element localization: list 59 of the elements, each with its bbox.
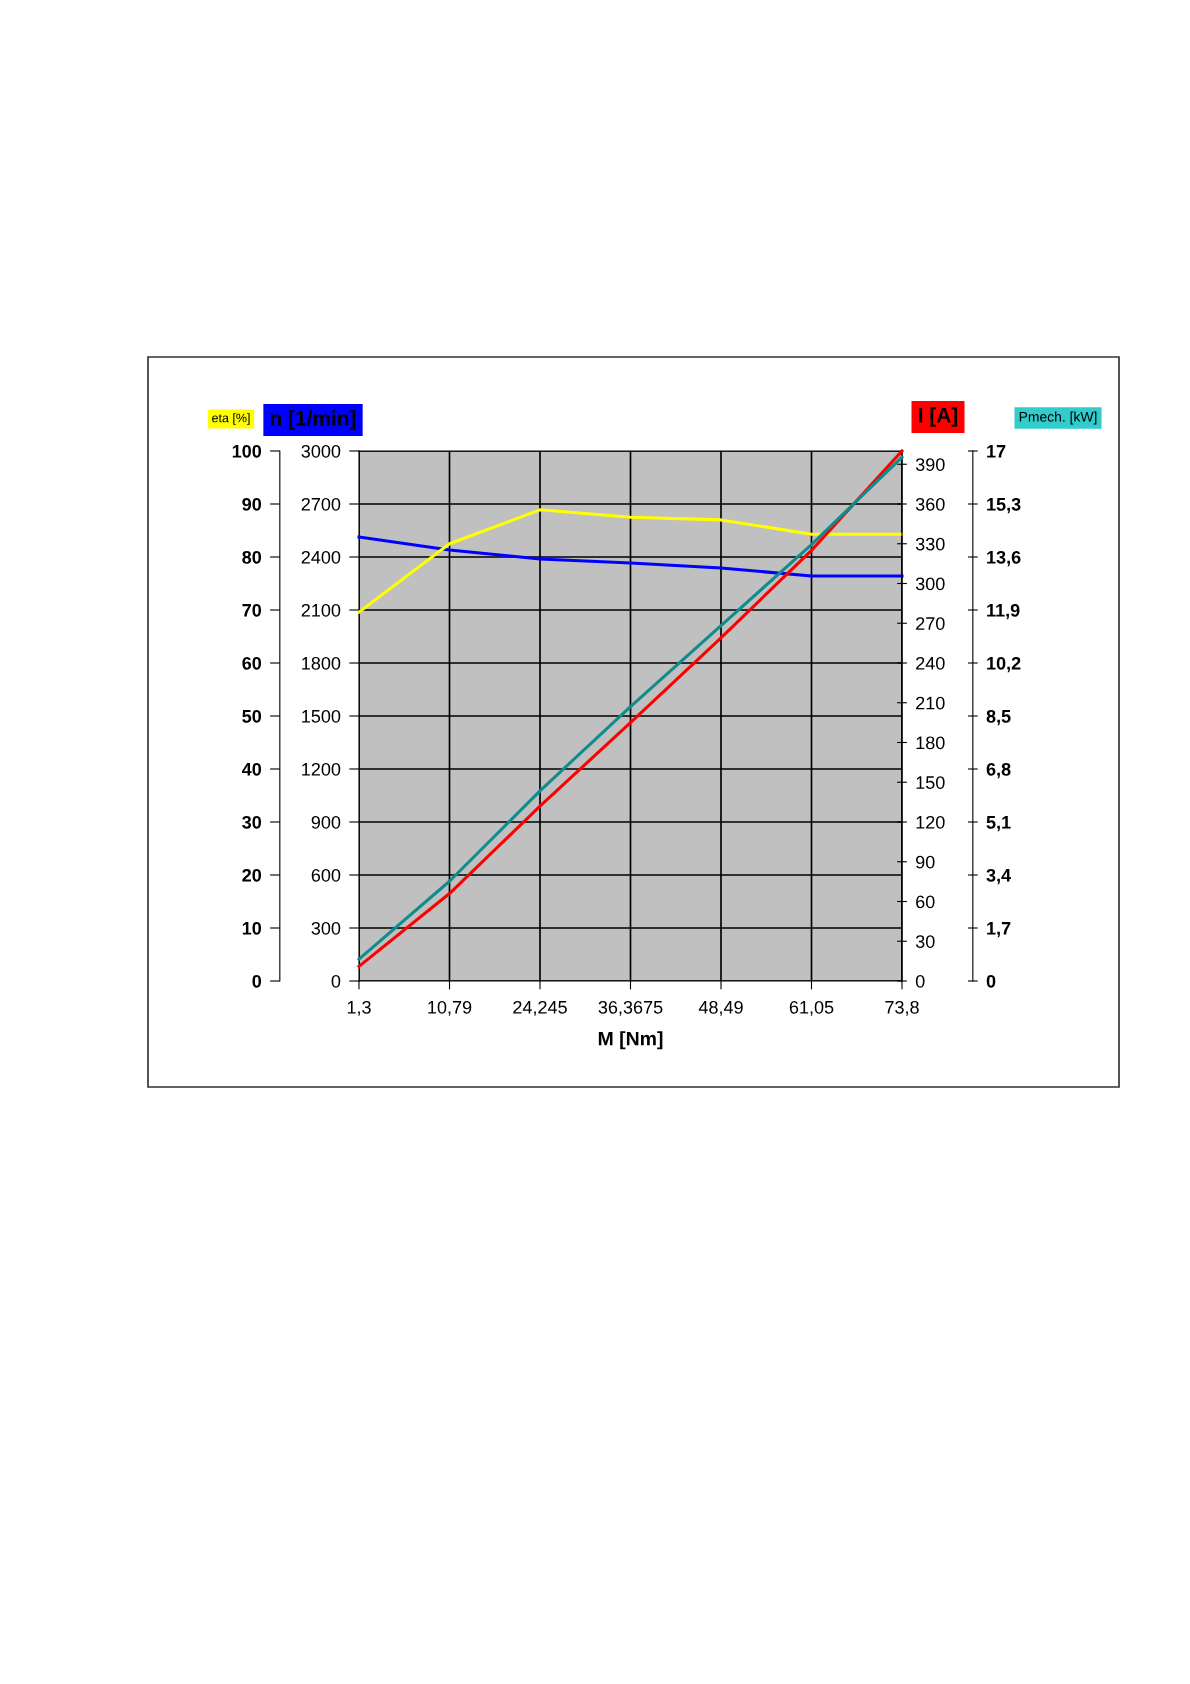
x-axis-title: M [Nm] [598,1031,663,1050]
x-tick-label: 36,3675 [598,1000,663,1016]
y-tick-label: 90 [242,497,262,511]
y-tick-label: 20 [242,868,262,882]
y-tick-label: 40 [241,762,262,776]
y-axis-title: I [A] [919,407,958,427]
y-tick-label: 180 [916,736,945,750]
x-tick-label: 61,05 [789,1000,834,1016]
y-tick-label: 60 [916,895,935,909]
y-tick-label: 80 [242,550,262,564]
y2-tick-label: 8,5 [986,709,1011,726]
y-tick-label: 240 [916,656,945,670]
x-tick-label: 24,245 [513,1000,567,1016]
y-tick-label: 90 [916,855,935,869]
y-tick-label: 0 [915,974,925,988]
x-tick-label: 73,8 [885,1000,919,1016]
y2-tick-label: 1200 [302,762,341,776]
y2-tick-label: 0 [986,974,996,988]
y2-tick-label: 1800 [302,656,341,670]
x-tick-label: 48,49 [698,1000,743,1016]
y2-tick-label: 2700 [301,497,341,511]
y2-tick-label: 3,4 [986,868,1012,885]
y-tick-label: 300 [915,577,945,591]
y2-tick-label: 13,6 [987,550,1021,567]
y-tick-label: 120 [916,815,945,829]
y2-tick-label: 2100 [301,603,341,617]
x-tick-label: 1,3 [347,1000,371,1016]
y-tick-label: 30 [242,815,262,829]
y2-tick-label: 900 [311,815,341,829]
y-tick-label: 360 [915,497,945,511]
y2-tick-label: 3000 [301,444,341,458]
y2-tick-label: 0 [331,974,341,988]
y-tick-label: 100 [232,444,262,458]
y2-tick-label: 300 [311,921,341,935]
y-tick-label: 70 [242,603,262,617]
y2-tick-label: 15,3 [987,497,1021,514]
y-tick-label: 150 [916,776,945,789]
y2-axis-title: n [1/min] [270,410,356,430]
y-tick-label: 270 [916,617,945,630]
y-tick-label: 210 [916,696,945,710]
y-tick-label: 50 [242,709,262,723]
y2-tick-label: 6,8 [986,762,1011,779]
y2-tick-label: 2400 [301,550,341,564]
y-tick-label: 10 [242,921,262,935]
y-tick-label: 30 [915,935,935,948]
y-tick-label: 0 [252,974,262,988]
y2-tick-label: 1500 [302,709,341,723]
y-axis-title: eta [%] [212,413,250,425]
y-tick-label: 60 [242,656,262,670]
y2-tick-label: 1,7 [987,922,1011,938]
y2-tick-label: 600 [311,868,341,882]
y2-tick-label: 17 [987,445,1006,458]
y-tick-label: 390 [915,458,945,471]
y-tick-label: 330 [915,537,945,551]
y2-tick-label: 5,1 [986,816,1011,832]
y2-tick-label: 11,9 [987,603,1020,620]
x-tick-label: 10,79 [428,1000,472,1016]
y2-axis-title: Pmech. [kW] [1019,411,1097,425]
y2-tick-label: 10,2 [987,656,1021,673]
